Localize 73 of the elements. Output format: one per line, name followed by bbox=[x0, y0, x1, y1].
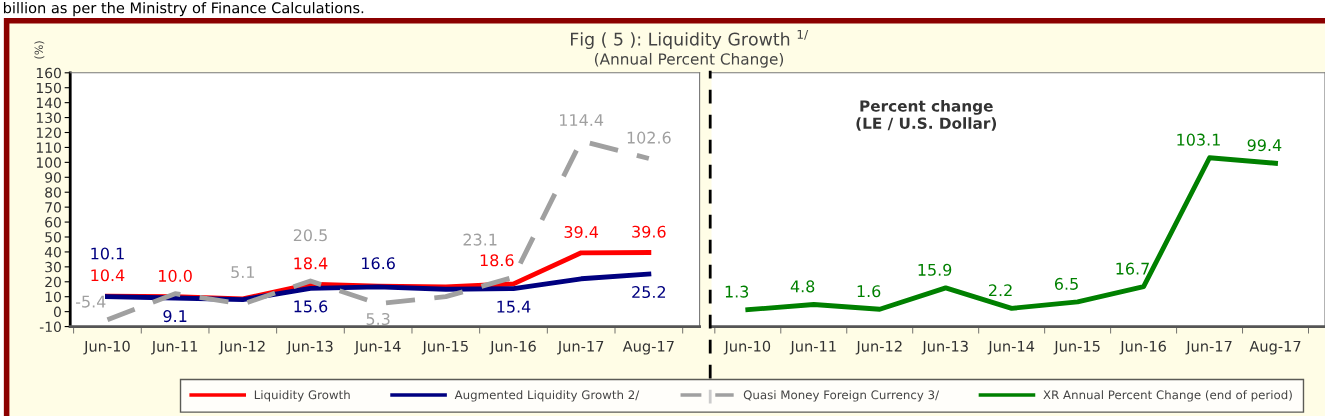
data-label: 39.4 bbox=[564, 225, 599, 239]
data-label: 25.2 bbox=[632, 286, 666, 299]
y-tick-label: 60 bbox=[45, 217, 61, 228]
data-label: 10.1 bbox=[91, 247, 124, 260]
data-label: 4.8 bbox=[790, 280, 815, 293]
data-label: 6.5 bbox=[1054, 277, 1078, 290]
y-tick-label: 120 bbox=[36, 127, 61, 138]
y-tick-label: -10 bbox=[39, 321, 61, 333]
legend-label: Quasi Money Foreign Currency 3/ bbox=[743, 390, 940, 402]
data-label: 5.3 bbox=[366, 312, 390, 326]
y-tick-label: 50 bbox=[45, 231, 61, 243]
data-label: -5.4 bbox=[75, 295, 106, 308]
x-tick-label: Jun-10 bbox=[723, 340, 771, 355]
y-tick-label: 70 bbox=[45, 202, 61, 213]
data-label: 23.1 bbox=[463, 233, 497, 246]
x-tick-label: Jun-12 bbox=[218, 340, 265, 355]
data-label: 103.1 bbox=[1177, 133, 1220, 146]
y-tick-label: 110 bbox=[36, 142, 61, 153]
x-tick-label: Jun-13 bbox=[286, 340, 333, 355]
chart-subtitle: (Annual Percent Change) bbox=[594, 52, 784, 68]
x-tick-label: Jun-14 bbox=[354, 340, 401, 355]
data-label: 15.4 bbox=[497, 300, 531, 313]
y-tick-label: 30 bbox=[45, 261, 61, 273]
x-tick-label: Jun-17 bbox=[1185, 340, 1232, 355]
y-tick-label: 130 bbox=[36, 112, 61, 124]
x-tick-label: Jun-11 bbox=[789, 340, 836, 355]
data-label: 1.6 bbox=[857, 285, 881, 298]
data-label: 10.4 bbox=[91, 269, 125, 282]
y-tick-label: 90 bbox=[45, 172, 61, 183]
x-tick-label: Jun-15 bbox=[421, 340, 468, 355]
x-tick-label: Jun-17 bbox=[557, 340, 604, 355]
data-label: 16.6 bbox=[362, 257, 395, 270]
y-tick-label: 160 bbox=[36, 67, 61, 79]
data-label: 9.1 bbox=[163, 310, 187, 323]
x-tick-label: Jun-15 bbox=[1053, 340, 1100, 355]
data-label: 5.1 bbox=[231, 266, 255, 279]
annotation: Percent change (LE / U.S. Dollar) bbox=[856, 99, 997, 131]
x-tick-label: Jun-16 bbox=[489, 340, 536, 355]
text: billion as per the Ministry of Finance Calculations. bbox=[3, 2, 364, 17]
legend-label: Liquidity Growth bbox=[254, 390, 350, 402]
data-label: 18.6 bbox=[480, 254, 514, 267]
x-tick-label: Aug-17 bbox=[622, 340, 674, 355]
legend-label: XR Annual Percent Change (end of period) bbox=[1043, 390, 1292, 402]
y-tick-label: 150 bbox=[36, 82, 61, 94]
data-label: 18.4 bbox=[294, 257, 328, 270]
x-tick-label: Jun-16 bbox=[1119, 340, 1166, 355]
data-label: 20.5 bbox=[293, 229, 327, 242]
data-label: 10.0 bbox=[159, 269, 192, 282]
data-label: 102.6 bbox=[627, 131, 671, 144]
x-tick-label: Jun-13 bbox=[921, 340, 968, 355]
data-label: 99.4 bbox=[1247, 139, 1282, 152]
y-tick-label: 80 bbox=[45, 187, 61, 198]
data-label: 15.9 bbox=[918, 263, 952, 276]
y-axis-title: (%) bbox=[34, 41, 45, 59]
data-label: 1.3 bbox=[725, 285, 749, 298]
x-tick-label: Jun-10 bbox=[83, 340, 130, 355]
y-tick-label: 0 bbox=[53, 306, 61, 318]
x-tick-label: Jun-12 bbox=[855, 340, 902, 355]
x-tick-label: Jun-14 bbox=[987, 340, 1035, 355]
y-tick-label: 100 bbox=[36, 157, 61, 168]
data-label: 16.7 bbox=[1116, 262, 1149, 275]
x-tick-label: Aug-17 bbox=[1249, 340, 1301, 355]
data-label: 15.6 bbox=[294, 300, 328, 313]
data-label: 2.2 bbox=[989, 284, 1012, 297]
legend-label: Augmented Liquidity Growth 2/ bbox=[454, 390, 640, 402]
y-tick-label: 140 bbox=[36, 97, 61, 109]
data-label: 114.4 bbox=[560, 114, 604, 126]
y-tick-label: 10 bbox=[45, 291, 61, 303]
y-tick-label: 40 bbox=[44, 246, 61, 258]
data-label: 39.6 bbox=[632, 225, 666, 238]
chart-title: Fig ( 5 ): Liquidity Growth $^{1/}$ bbox=[571, 29, 809, 49]
x-tick-label: Jun-11 bbox=[151, 340, 198, 355]
y-tick-label: 20 bbox=[45, 276, 61, 288]
